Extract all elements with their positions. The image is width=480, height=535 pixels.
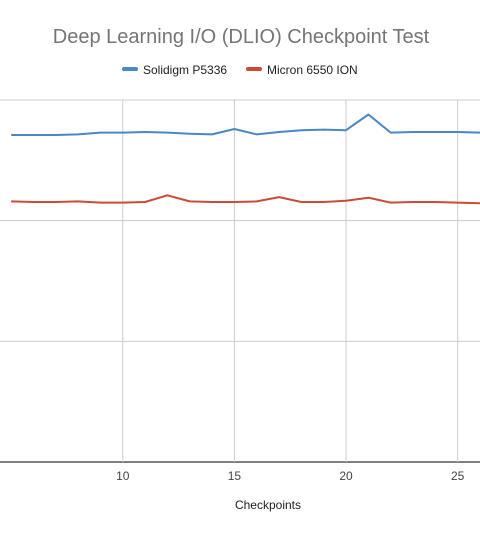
horizontal-gridlines	[0, 99, 480, 463]
vertical-gridlines	[122, 100, 459, 462]
x-tick-label: 10	[116, 469, 130, 483]
x-axis-label: Checkpoints	[235, 498, 301, 512]
x-tick-label: 15	[228, 469, 242, 483]
legend-swatch-solidigm	[122, 67, 138, 71]
legend-swatch-micron	[246, 67, 262, 71]
x-tick-label: 20	[339, 469, 353, 483]
x-tick-labels: 10 15 20 25	[116, 469, 465, 483]
legend: Solidigm P5336 Micron 6550 ION	[122, 63, 358, 77]
series-lines	[11, 113, 480, 205]
x-tick-label: 25	[451, 469, 465, 483]
legend-label-solidigm: Solidigm P5336	[143, 63, 227, 77]
series-line-solidigm	[11, 113, 480, 136]
chart-title: Deep Learning I/O (DLIO) Checkpoint Test	[53, 26, 430, 48]
legend-label-micron: Micron 6550 ION	[267, 63, 358, 77]
series-line-micron	[11, 194, 480, 205]
